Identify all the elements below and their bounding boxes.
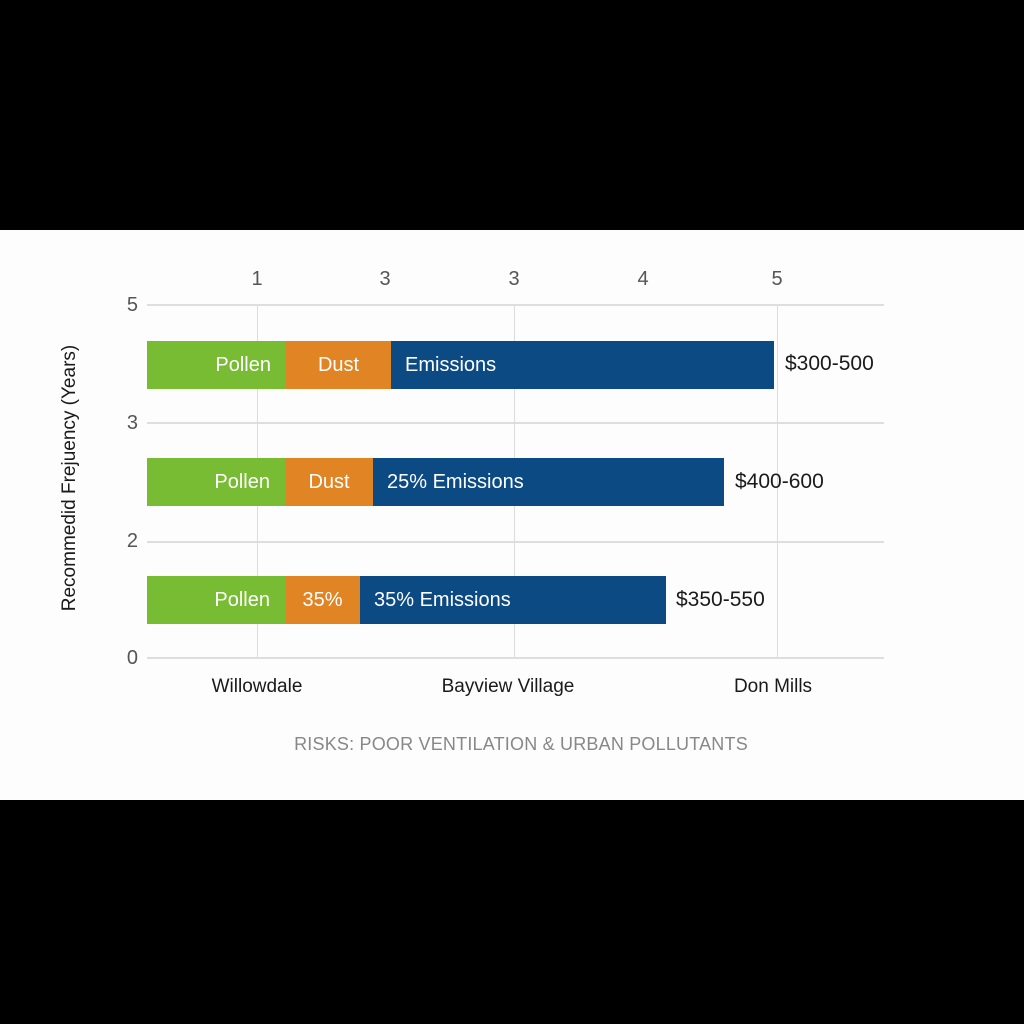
segment-label: Pollen	[215, 353, 271, 376]
cost-label: $400-600	[735, 470, 824, 493]
top-axis-tick: 1	[251, 268, 263, 290]
segment-pollen: Pollen	[147, 576, 285, 624]
gridline-h-3	[147, 422, 884, 424]
top-axis-tick: 3	[508, 268, 520, 290]
segment-emissions: 25% Emissions	[373, 458, 724, 506]
segment-dust: Dust	[285, 458, 373, 506]
gridline-h-5	[147, 304, 884, 306]
segment-emissions: 35% Emissions	[360, 576, 666, 624]
footer-note: RISKS: POOR VENTILATION & URBAN POLLUTAN…	[294, 734, 748, 754]
segment-label: Dust	[308, 470, 350, 493]
segment-dust: 35%	[285, 576, 360, 624]
top-axis-tick: 4	[637, 268, 649, 290]
y-axis-tick: 2	[126, 530, 138, 552]
segment-pollen: Pollen	[147, 341, 286, 389]
gridline-h-0	[147, 657, 884, 659]
y-axis-label: Recommedid Frejuency (Years)	[59, 344, 80, 612]
category-label-don-mills: Don Mills	[733, 676, 813, 697]
top-axis-tick: 3	[379, 268, 391, 290]
segment-emissions: Emissions	[391, 341, 774, 389]
cost-label: $300-500	[785, 352, 874, 375]
category-label-willowdale: Willowdale	[211, 676, 303, 697]
segment-dust: Dust	[286, 341, 391, 389]
segment-pollen: Pollen	[147, 458, 285, 506]
segment-label: 25% Emissions	[387, 470, 524, 493]
gridline-v-5	[777, 306, 778, 658]
y-axis-tick: 5	[126, 294, 138, 316]
top-axis-tick: 5	[771, 268, 783, 290]
segment-label: 35%	[302, 588, 343, 611]
category-label-bayview-village: Bayview Village	[441, 676, 575, 697]
cost-label: $350-550	[676, 588, 765, 611]
stacked-bar-3: Pollen 35% 35% Emissions	[147, 576, 666, 624]
stacked-bar-2: Pollen Dust 25% Emissions	[147, 458, 724, 506]
segment-label: 35% Emissions	[374, 588, 511, 611]
gridline-h-2	[147, 541, 884, 543]
y-axis-tick: 3	[126, 412, 138, 434]
segment-label: Emissions	[405, 353, 497, 376]
stacked-bar-1: Pollen Dust Emissions	[147, 341, 774, 389]
segment-label: Pollen	[214, 588, 270, 611]
segment-label: Pollen	[214, 470, 270, 493]
y-axis-tick: 0	[126, 647, 138, 669]
chart-panel	[0, 230, 1024, 800]
segment-label: Dust	[317, 353, 360, 376]
